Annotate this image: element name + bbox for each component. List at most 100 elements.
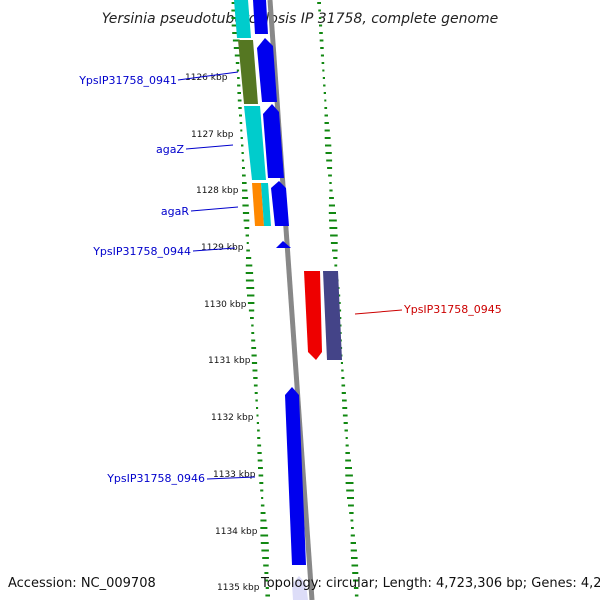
cds-forward-0946 — [285, 387, 306, 565]
gc-skew-dot — [262, 557, 269, 559]
gc-skew-dot — [329, 189, 333, 192]
map-title: Yersinia pseudotuberculosis IP 31758, co… — [102, 11, 499, 27]
gc-skew-dot — [326, 159, 333, 162]
gc-skew-dot — [319, 24, 323, 27]
gc-skew-dot — [232, 39, 240, 42]
gene-label-0941: YpsIP31758_0941 — [78, 74, 177, 87]
gc-skew-dot — [251, 354, 257, 357]
gc-skew-dot — [350, 542, 356, 544]
gc-skew-dot — [232, 32, 240, 34]
gc-skew-dot — [239, 114, 242, 117]
gc-skew-dot — [340, 362, 343, 364]
gc-skew-dot — [341, 377, 345, 379]
tick-label: 1126 kbp — [185, 73, 228, 83]
gc-skew-dot — [318, 9, 321, 12]
gc-skew-dot — [250, 317, 254, 319]
gc-skew-dot — [260, 512, 266, 514]
gc-skew-dot — [240, 137, 243, 139]
gc-skew-dot — [255, 399, 258, 402]
tick-label: 1128 kbp — [196, 186, 239, 196]
cds-forward-0944 — [276, 241, 291, 248]
topology-text: Topology: circular; Length: 4,723,306 bp… — [261, 576, 600, 591]
gc-skew-dot — [345, 437, 348, 439]
cog-segment-cyan-top — [234, 0, 251, 38]
gc-skew-dot — [243, 219, 250, 222]
gc-skew-dot — [329, 197, 334, 199]
cog-track — [234, 0, 271, 226]
gc-skew-dot — [251, 339, 256, 342]
gc-skew-dot — [320, 54, 324, 57]
gc-skew-dot — [251, 362, 258, 364]
cds-forward-0941 — [257, 38, 277, 102]
leader-line-0945 — [354, 309, 403, 315]
gc-skew-dot — [341, 384, 346, 387]
gc-skew-dot — [252, 369, 258, 372]
gc-skew-dot — [263, 564, 269, 567]
gc-skew-dot — [324, 137, 331, 139]
gc-skew-dot — [241, 159, 245, 162]
gc-skew-dot — [256, 414, 259, 417]
gc-skew-dot — [324, 107, 328, 109]
gc-skew-dot — [257, 429, 260, 432]
tick-label: 1127 kbp — [191, 130, 234, 140]
gc-skew-dot — [258, 474, 264, 477]
gc-skew-dot — [329, 182, 332, 184]
gc-skew-dot — [247, 294, 255, 297]
gc-skew-dot — [344, 429, 348, 432]
gc-skew-dot — [231, 9, 238, 12]
gc-skew-dot — [341, 392, 346, 394]
gc-skew-dot — [242, 174, 246, 177]
cds-forward-top — [253, 0, 268, 34]
gc-skew-inner-track — [231, 2, 270, 597]
gc-skew-dot — [329, 219, 337, 222]
gc-skew-dot — [330, 242, 338, 244]
gc-skew-dot — [260, 504, 265, 507]
tick-labels: 1126 kbp 1127 kbp 1128 kbp 1129 kbp 1130… — [185, 73, 260, 593]
gc-skew-dot — [345, 452, 350, 454]
gc-skew-dot — [329, 227, 338, 229]
gc-skew-dot — [265, 579, 268, 582]
gc-skew-dot — [260, 489, 264, 492]
cds-forward-agaz — [263, 104, 284, 178]
cds-reverse-0945 — [304, 271, 322, 360]
gc-skew-dot — [322, 69, 325, 72]
gc-skew-dot — [322, 77, 325, 79]
gc-skew-dot — [244, 227, 250, 229]
gc-skew-dot — [328, 204, 335, 207]
gene-labels: YpsIP31758_0941 agaZ agaR YpsIP31758_094… — [78, 74, 502, 485]
gc-skew-dot — [332, 249, 338, 252]
cog-segment-cyan-agar — [261, 183, 271, 226]
tick-label: 1131 kbp — [208, 356, 251, 366]
gc-skew-dot — [238, 107, 242, 109]
gc-skew-dot — [345, 459, 351, 462]
gc-skew-dot — [348, 504, 354, 507]
gc-skew-dot — [233, 47, 240, 49]
gc-skew-dot — [242, 182, 247, 184]
gc-skew-dot — [321, 62, 325, 64]
gene-label-agar: agaR — [161, 205, 189, 218]
gc-skew-dot — [259, 482, 264, 484]
gc-skew-dot — [261, 549, 269, 552]
gc-skew-dot — [351, 557, 358, 559]
gc-skew-dot — [343, 422, 348, 424]
tick-label: 1132 kbp — [211, 413, 254, 423]
gc-skew-dot — [265, 594, 270, 597]
gc-skew-dot — [245, 234, 249, 237]
gc-skew-dot — [231, 24, 240, 27]
gc-skew-dot — [342, 399, 347, 402]
gc-skew-dot — [324, 122, 329, 124]
gc-skew-dot — [246, 287, 255, 289]
gc-skew-dot — [318, 17, 322, 19]
gc-skew-dot — [319, 39, 324, 42]
gc-skew-dot — [264, 572, 269, 574]
gc-skew-dot — [261, 497, 264, 499]
gc-skew-dot — [353, 579, 359, 582]
gc-skew-dot — [237, 77, 240, 79]
cog-segment-orange — [252, 183, 264, 226]
gc-skew-dot — [234, 54, 240, 57]
leader-line-0941 — [177, 71, 239, 81]
gc-skew-dot — [346, 489, 354, 492]
gc-skew-dot — [328, 212, 336, 214]
gc-skew-dot — [253, 377, 258, 379]
